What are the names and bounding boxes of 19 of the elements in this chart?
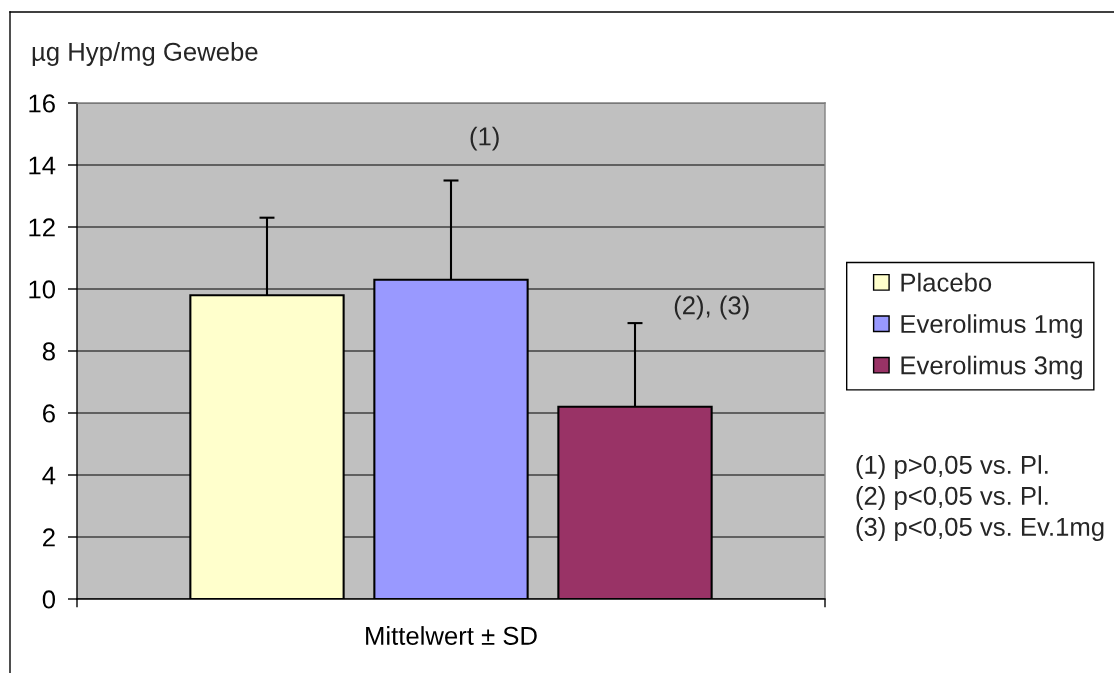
y-tick-label: 0 bbox=[42, 590, 56, 609]
y-tick-label: 8 bbox=[42, 342, 55, 361]
text: (2) p<0,05 vs. Pl. bbox=[856, 486, 1048, 511]
text: (1) p>0,05 vs. Pl. bbox=[856, 455, 1048, 480]
y-tick-label: 6 bbox=[43, 404, 55, 423]
y-tick-label: 16 bbox=[29, 94, 55, 113]
legend-label: Everolimus 1mg bbox=[901, 314, 1082, 339]
legend-label: Placebo bbox=[901, 272, 992, 292]
y-tick-label: 10 bbox=[29, 280, 56, 299]
legend-label: Everolimus 3mg bbox=[901, 355, 1082, 380]
annotation: (2), (3) bbox=[674, 295, 749, 320]
x-tick-label: Mittelwert ± SD bbox=[366, 626, 537, 645]
y-tick-label: 2 bbox=[43, 528, 55, 547]
text: (3) p<0,05 vs. Ev.1mg bbox=[856, 517, 1104, 542]
y-axis-title: µg Hyp/mg Gewebe bbox=[32, 42, 258, 66]
y-tick-label: 14 bbox=[29, 156, 56, 175]
y-tick-label: 12 bbox=[29, 218, 55, 237]
annotation: (1) bbox=[470, 126, 499, 151]
y-tick-label: 4 bbox=[42, 466, 56, 485]
